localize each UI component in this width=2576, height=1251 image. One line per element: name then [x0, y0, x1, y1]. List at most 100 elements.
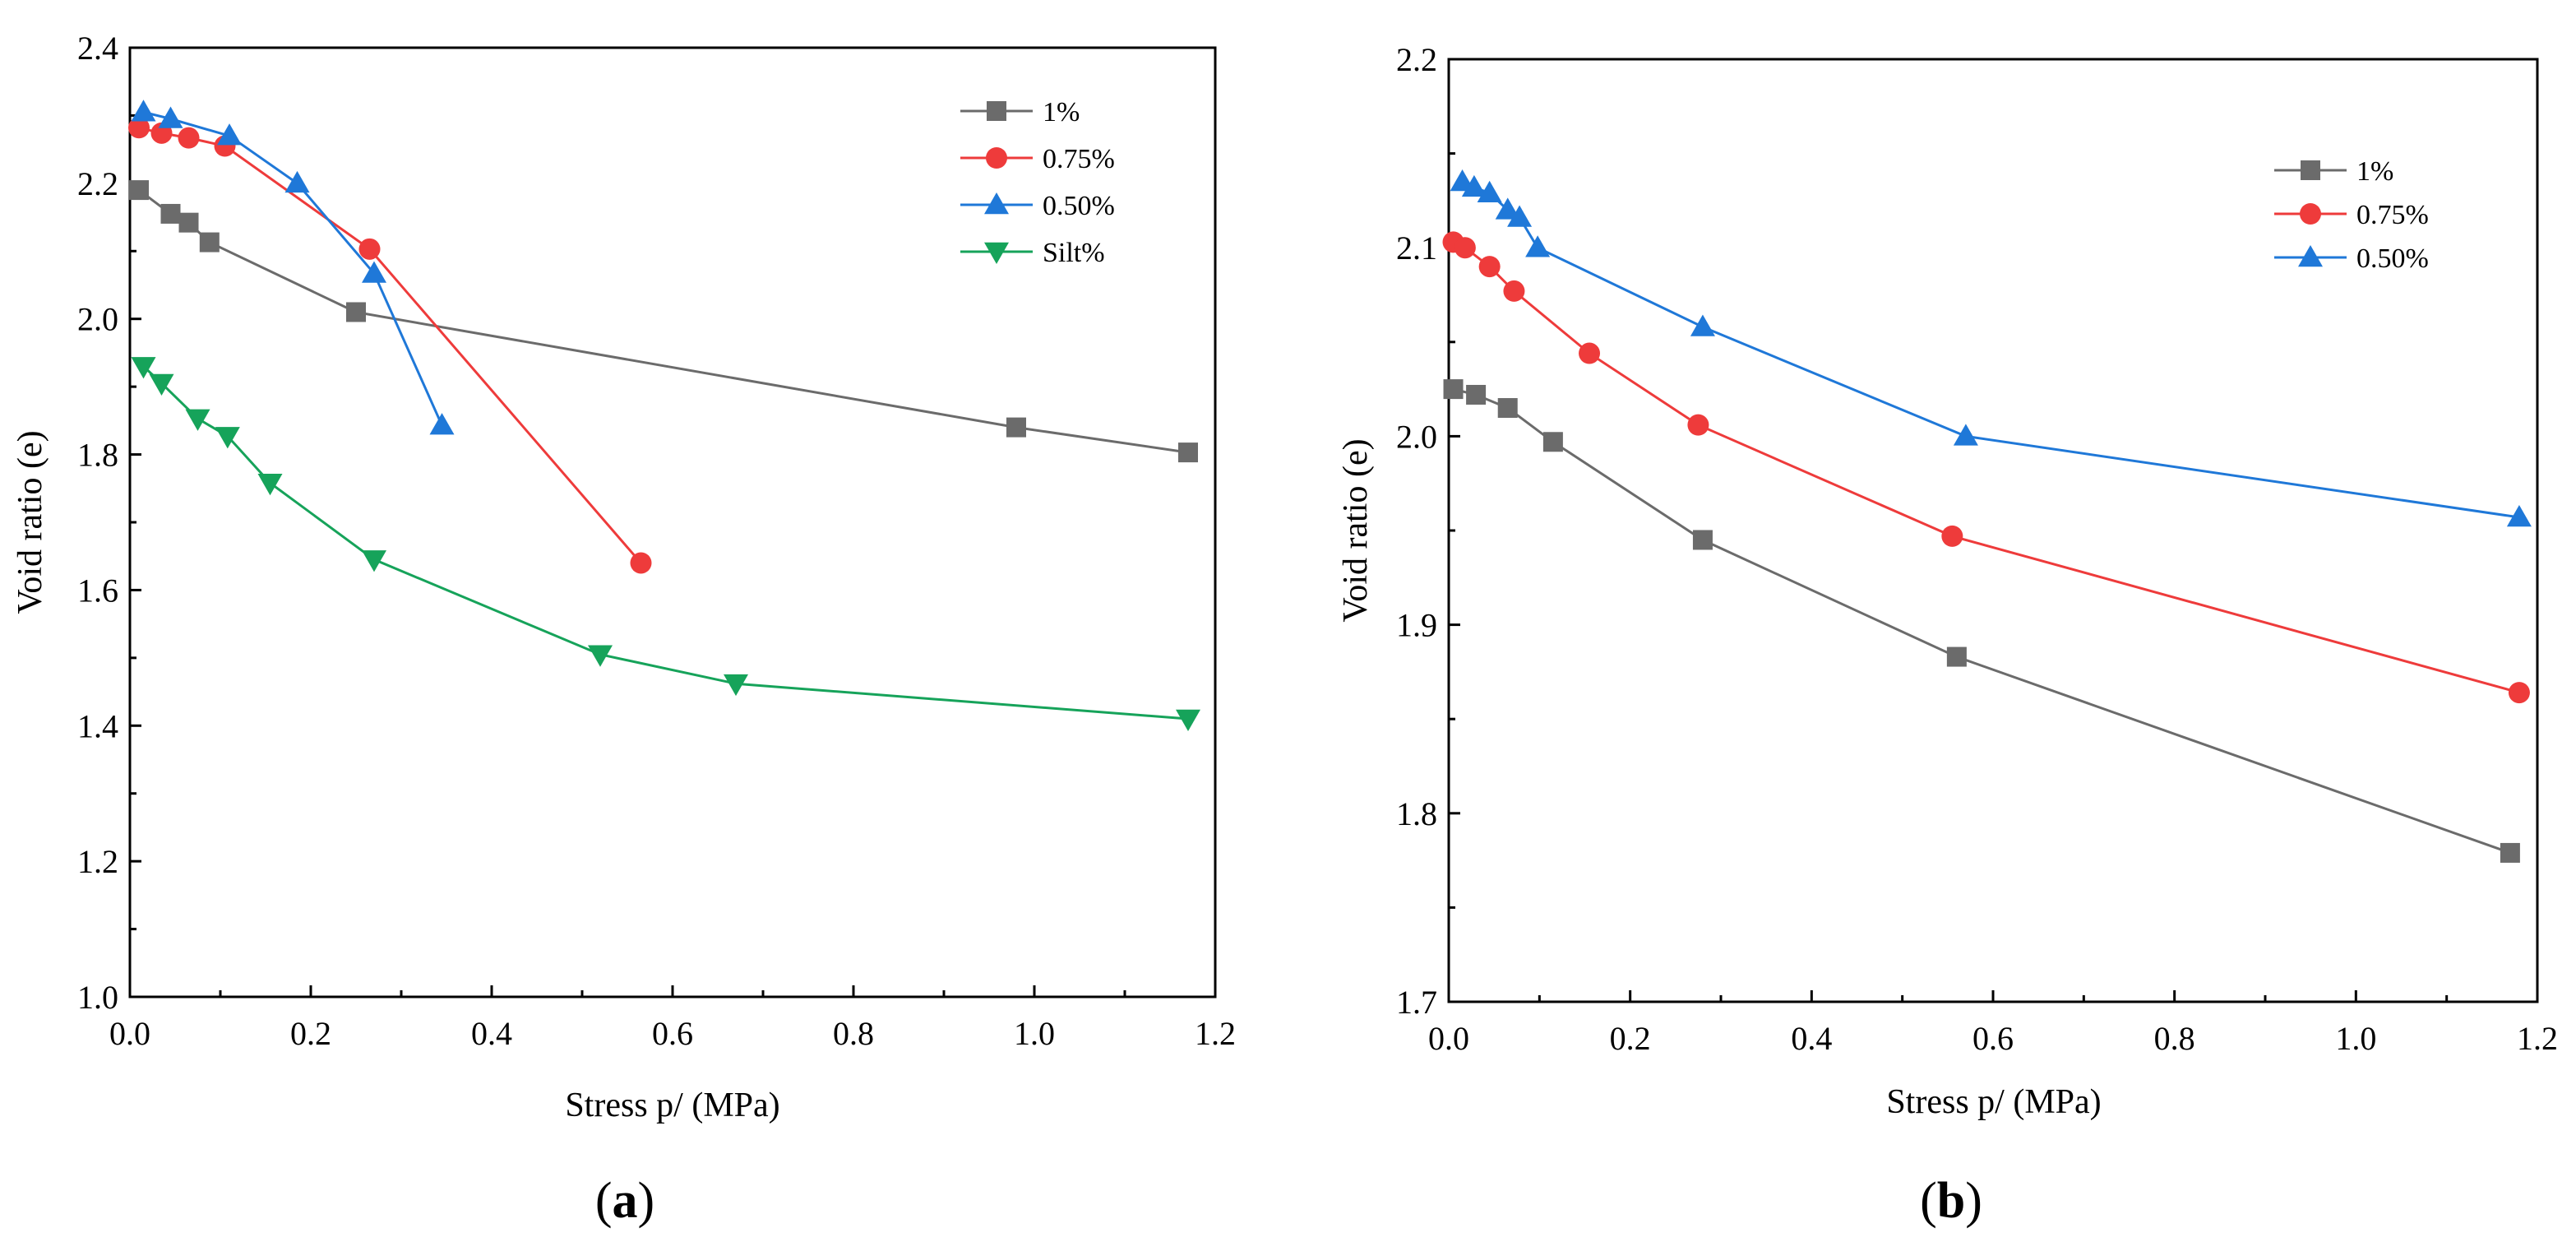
x-axis-title: Stress p/ (MPa): [1886, 1083, 2101, 1121]
data-point: [1503, 280, 1525, 302]
series-line: [1461, 180, 2520, 519]
data-point: [1497, 398, 1518, 419]
chart-panel-b: 0.0 0.2 0.4 0.6 0.8 1.0 1.2 1.7 1.8 1.9 2.0 2.1 2.2 S…: [1337, 41, 2558, 1229]
y-tick-label: 2.0: [77, 301, 118, 338]
data-point: [178, 127, 200, 149]
data-point: [1542, 432, 1563, 452]
data-point: [429, 413, 455, 435]
data-point: [131, 100, 156, 122]
y-tick-label: 1.9: [1396, 607, 1437, 644]
data-point: [1941, 525, 1963, 547]
data-point: [217, 123, 242, 146]
legend-label: 1%: [1043, 97, 1080, 127]
data-point: [1178, 442, 1198, 463]
series-2: [1450, 169, 2532, 527]
panel-label: (b): [1920, 1173, 1982, 1229]
legend-label: Silt%: [1043, 238, 1105, 268]
x-tick-label: 0.8: [833, 1015, 874, 1052]
x-tick-label: 1.0: [2335, 1020, 2376, 1057]
x-tick-label: 1.2: [1195, 1015, 1236, 1052]
panel-label-open-paren: (: [1920, 1173, 1937, 1229]
y-tick-label: 1.6: [77, 572, 118, 609]
y-tick-label: 2.4: [77, 30, 118, 67]
data-point: [1507, 205, 1533, 227]
y-tick-label: 1.8: [77, 437, 118, 474]
legend-marker: [987, 101, 1006, 121]
data-point: [1690, 314, 1715, 336]
series-line: [143, 110, 443, 426]
panel-label: (a): [595, 1173, 654, 1229]
x-axis-title: Stress p/ (MPa): [565, 1087, 779, 1124]
data-point: [158, 106, 183, 128]
legend-marker: [986, 147, 1007, 169]
y-tick-label: 2.2: [1396, 41, 1437, 78]
data-point: [358, 238, 381, 260]
data-point: [1579, 342, 1601, 364]
data-point: [129, 180, 149, 201]
chart-panel-a: 0.0 0.2 0.4 0.6 0.8 1.0 1.2 1.0 1.2 1.4 1.6 1.8 2.0 2…: [12, 30, 1236, 1229]
data-point: [131, 357, 156, 379]
series-1: [1442, 231, 2530, 704]
data-point: [128, 117, 150, 139]
x-tick-label: 0.2: [1610, 1020, 1651, 1057]
data-point: [1495, 197, 1520, 220]
data-point: [588, 645, 613, 667]
y-tick-label: 1.8: [1396, 795, 1437, 832]
panel-label-close-paren: ): [638, 1173, 655, 1229]
data-point: [346, 302, 366, 322]
series-0: [129, 180, 1198, 463]
y-tick-label: 2.2: [77, 165, 118, 202]
y-axis-title: Void ratio (e): [12, 430, 49, 614]
data-point: [362, 550, 386, 572]
x-tick-label: 0.4: [471, 1015, 512, 1052]
y-tick-label: 1.2: [77, 843, 118, 880]
series-line: [138, 126, 642, 564]
series-line: [142, 365, 1189, 720]
data-point: [630, 552, 652, 574]
series-3: [131, 357, 1200, 732]
data-point: [1454, 237, 1476, 259]
x-tick-label: 0.6: [652, 1015, 693, 1052]
series-1: [128, 117, 652, 574]
data-point: [185, 409, 210, 431]
y-axis-title: Void ratio (e): [1337, 438, 1375, 622]
series-line: [138, 188, 1189, 454]
legend-marker: [2301, 160, 2320, 180]
data-point: [1692, 530, 1713, 550]
series-line: [1452, 240, 2520, 694]
data-point: [2508, 682, 2530, 704]
data-point: [1478, 256, 1501, 278]
panel-label-letter: b: [1937, 1173, 1965, 1229]
data-point: [1525, 235, 1551, 257]
data-point: [1466, 384, 1487, 405]
legend-marker: [2300, 203, 2321, 225]
x-tick-label: 1.2: [2517, 1020, 2558, 1057]
panel-label-close-paren: ): [1965, 1173, 1982, 1229]
x-tick-label: 0.4: [1791, 1020, 1832, 1057]
y-tick-label: 1.7: [1396, 984, 1437, 1021]
data-point: [362, 261, 386, 283]
data-point: [1953, 424, 1978, 446]
legend-label: 0.50%: [1043, 191, 1115, 221]
y-tick-label: 1.4: [77, 707, 118, 744]
legend-label: 0.50%: [2356, 243, 2429, 274]
panel-label-letter: a: [613, 1173, 638, 1229]
data-point: [160, 203, 181, 224]
x-tick-label: 0.2: [290, 1015, 331, 1052]
series-2: [131, 100, 455, 435]
legend-marker: [984, 242, 1009, 264]
data-point: [1006, 417, 1026, 438]
x-tick-label: 0.0: [1428, 1020, 1469, 1057]
data-point: [199, 232, 220, 253]
series-0: [1443, 379, 2520, 863]
data-point: [724, 674, 748, 697]
x-tick-label: 0.8: [2154, 1020, 2195, 1057]
data-point: [1946, 646, 1967, 667]
data-point: [284, 170, 310, 193]
y-tick-label: 2.0: [1396, 418, 1437, 455]
data-point: [1461, 174, 1487, 197]
data-point: [1687, 414, 1709, 436]
data-point: [1477, 180, 1502, 202]
legend-label: 1%: [2356, 156, 2393, 187]
